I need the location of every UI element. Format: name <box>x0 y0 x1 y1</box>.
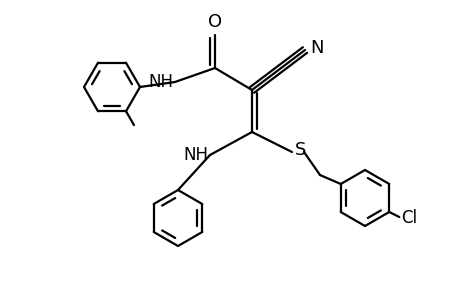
Text: NH: NH <box>148 73 173 91</box>
Text: S: S <box>294 141 306 159</box>
Text: NH: NH <box>183 146 207 164</box>
Text: O: O <box>207 13 222 31</box>
Text: N: N <box>309 39 323 57</box>
Text: Cl: Cl <box>400 209 416 227</box>
